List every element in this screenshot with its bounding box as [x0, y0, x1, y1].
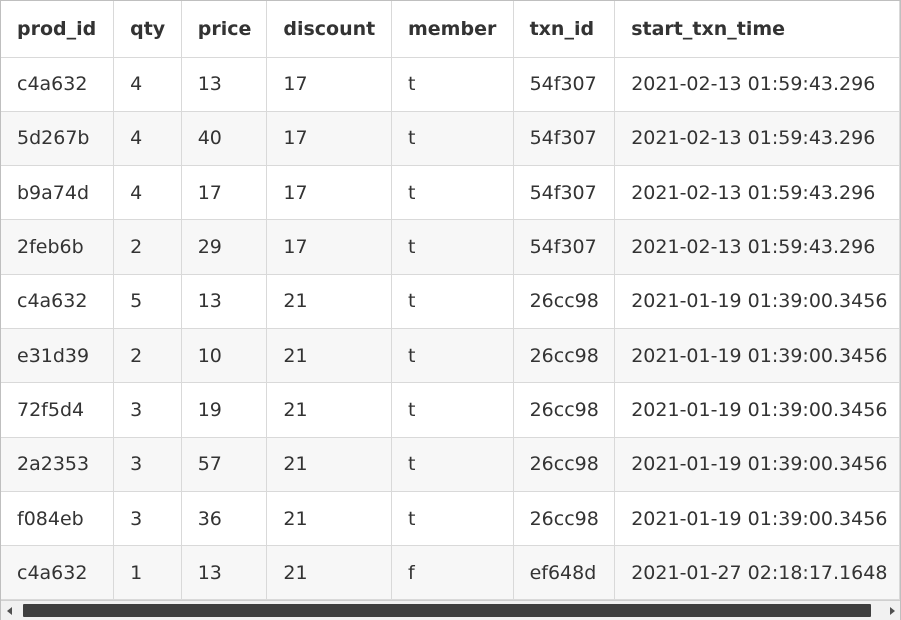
- table-cell: 21: [266, 491, 392, 547]
- table-cell: c4a632: [1, 545, 115, 601]
- column-header-discount[interactable]: discount: [266, 1, 392, 58]
- table-cell: 2feb6b: [1, 219, 115, 275]
- table-cell: f: [391, 545, 514, 601]
- table-cell: 72f5d4: [1, 382, 115, 438]
- table-cell: 21: [266, 545, 392, 601]
- column-header-price[interactable]: price: [181, 1, 268, 58]
- table-cell: 2021-02-13 01:59:43.296: [614, 219, 900, 275]
- table-cell: 29: [181, 219, 268, 275]
- table-cell: 54f307: [513, 111, 616, 167]
- table-cell: 21: [266, 274, 392, 329]
- table-row: b9a74d 4 17 17 t 54f307 2021-02-13 01:59…: [1, 165, 900, 221]
- table-cell: 4: [113, 57, 182, 112]
- table-cell: 2021-01-19 01:39:00.3456: [614, 328, 900, 384]
- table-cell: 2a2353: [1, 437, 115, 492]
- table-cell: t: [391, 165, 514, 221]
- table-cell: 54f307: [513, 219, 616, 275]
- table-cell: 17: [266, 57, 392, 112]
- table-row: c4a632 1 13 21 f ef648d 2021-01-27 02:18…: [1, 545, 900, 601]
- column-header-member[interactable]: member: [391, 1, 514, 58]
- table-cell: 54f307: [513, 165, 616, 221]
- table-cell: 2021-02-13 01:59:43.296: [614, 57, 900, 112]
- table-cell: c4a632: [1, 57, 115, 112]
- table-cell: 21: [266, 328, 392, 384]
- table-cell: 4: [113, 165, 182, 221]
- table-cell: 54f307: [513, 57, 616, 112]
- table-cell: 5d267b: [1, 111, 115, 167]
- table-cell: 26cc98: [513, 382, 616, 438]
- column-header-txn-id[interactable]: txn_id: [513, 1, 616, 58]
- column-header-start-txn-time[interactable]: start_txn_time: [614, 1, 900, 58]
- table-row: c4a632 4 13 17 t 54f307 2021-02-13 01:59…: [1, 57, 900, 112]
- table-cell: 1: [113, 545, 182, 601]
- scrollbar-thumb[interactable]: [23, 604, 871, 617]
- table-cell: t: [391, 437, 514, 492]
- table-row: c4a632 5 13 21 t 26cc98 2021-01-19 01:39…: [1, 274, 900, 329]
- table-cell: 4: [113, 111, 182, 167]
- table-cell: 57: [181, 437, 268, 492]
- table-cell: 40: [181, 111, 268, 167]
- table-cell: 21: [266, 382, 392, 438]
- table-cell: 17: [266, 165, 392, 221]
- table-row: f084eb 3 36 21 t 26cc98 2021-01-19 01:39…: [1, 491, 900, 547]
- table-cell: f084eb: [1, 491, 115, 547]
- table-row: 2feb6b 2 29 17 t 54f307 2021-02-13 01:59…: [1, 219, 900, 275]
- table-row: 72f5d4 3 19 21 t 26cc98 2021-01-19 01:39…: [1, 382, 900, 438]
- table-cell: t: [391, 111, 514, 167]
- table-cell: t: [391, 382, 514, 438]
- table-body: c4a632 4 13 17 t 54f307 2021-02-13 01:59…: [1, 57, 900, 601]
- table-cell: 36: [181, 491, 268, 547]
- table-cell: t: [391, 491, 514, 547]
- table-cell: 2021-01-19 01:39:00.3456: [614, 437, 900, 492]
- scroll-right-arrow-icon[interactable]: [884, 601, 900, 620]
- table-cell: 2021-02-13 01:59:43.296: [614, 165, 900, 221]
- table-cell: 2021-01-19 01:39:00.3456: [614, 491, 900, 547]
- table-cell: 2021-01-19 01:39:00.3456: [614, 274, 900, 329]
- table-cell: b9a74d: [1, 165, 115, 221]
- table-cell: 3: [113, 437, 182, 492]
- table-cell: 26cc98: [513, 491, 616, 547]
- table-cell: c4a632: [1, 274, 115, 329]
- results-table: prod_id qty price discount member txn_id…: [1, 1, 900, 601]
- column-header-qty[interactable]: qty: [113, 1, 182, 58]
- horizontal-scrollbar[interactable]: [1, 600, 900, 620]
- table-cell: t: [391, 57, 514, 112]
- column-header-prod-id[interactable]: prod_id: [1, 1, 115, 58]
- table-cell: 21: [266, 437, 392, 492]
- table-cell: t: [391, 219, 514, 275]
- table-cell: 13: [181, 545, 268, 601]
- table-cell: 17: [266, 219, 392, 275]
- table-cell: 2021-01-19 01:39:00.3456: [614, 382, 900, 438]
- table-cell: 13: [181, 57, 268, 112]
- table-row: 5d267b 4 40 17 t 54f307 2021-02-13 01:59…: [1, 111, 900, 167]
- table-cell: t: [391, 274, 514, 329]
- table-cell: t: [391, 328, 514, 384]
- table-cell: 3: [113, 382, 182, 438]
- table-cell: 19: [181, 382, 268, 438]
- table-cell: 26cc98: [513, 274, 616, 329]
- scroll-left-arrow-icon[interactable]: [1, 601, 17, 620]
- table-cell: 2021-01-27 02:18:17.1648: [614, 545, 900, 601]
- table-cell: 2021-02-13 01:59:43.296: [614, 111, 900, 167]
- table-cell: 13: [181, 274, 268, 329]
- table-cell: 17: [266, 111, 392, 167]
- table-cell: 26cc98: [513, 437, 616, 492]
- table-cell: 5: [113, 274, 182, 329]
- table-row: e31d39 2 10 21 t 26cc98 2021-01-19 01:39…: [1, 328, 900, 384]
- table-cell: 2: [113, 328, 182, 384]
- table-cell: e31d39: [1, 328, 115, 384]
- table-header-row: prod_id qty price discount member txn_id…: [1, 1, 900, 58]
- table-cell: 26cc98: [513, 328, 616, 384]
- table-cell: ef648d: [513, 545, 616, 601]
- table-cell: 17: [181, 165, 268, 221]
- table-row: 2a2353 3 57 21 t 26cc98 2021-01-19 01:39…: [1, 437, 900, 492]
- table-cell: 2: [113, 219, 182, 275]
- table-cell: 3: [113, 491, 182, 547]
- table-cell: 10: [181, 328, 268, 384]
